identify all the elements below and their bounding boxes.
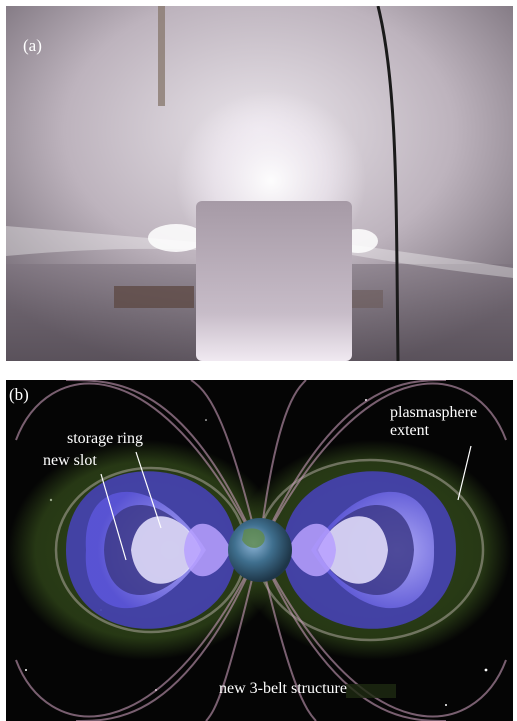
- chamber-photo: [6, 6, 513, 361]
- radiation-belts-left: [66, 471, 236, 629]
- cable: [376, 6, 400, 361]
- panel-b-illustration: (b) storage ring new slot plasmasphere e…: [6, 380, 513, 721]
- storage-ring-label: storage ring: [67, 430, 143, 447]
- radiation-belts-illustration: [6, 380, 513, 721]
- bracket-right: [351, 290, 383, 308]
- panel-a-photo: (a): [6, 6, 513, 361]
- plasmasphere-extent-label: plasmasphere extent: [390, 404, 478, 439]
- panel-b-label: (b): [9, 385, 29, 404]
- belt-structure-label: new 3-belt structure: [219, 680, 347, 697]
- panel-a-label: (a): [23, 36, 42, 55]
- central-magnet: [196, 201, 352, 361]
- glow-streak-right: [346, 244, 513, 278]
- radiation-belts-right: [283, 471, 456, 629]
- probe-rod: [158, 6, 165, 106]
- new-slot-label: new slot: [43, 452, 97, 469]
- label-backdrop: [346, 684, 396, 698]
- plasma-glow-left: [148, 224, 204, 252]
- earth-continent: [242, 528, 265, 548]
- bracket-left: [114, 286, 194, 308]
- earth: [228, 518, 292, 582]
- annotation-pointers: [100, 445, 472, 561]
- glow-streak-left: [6, 226, 196, 256]
